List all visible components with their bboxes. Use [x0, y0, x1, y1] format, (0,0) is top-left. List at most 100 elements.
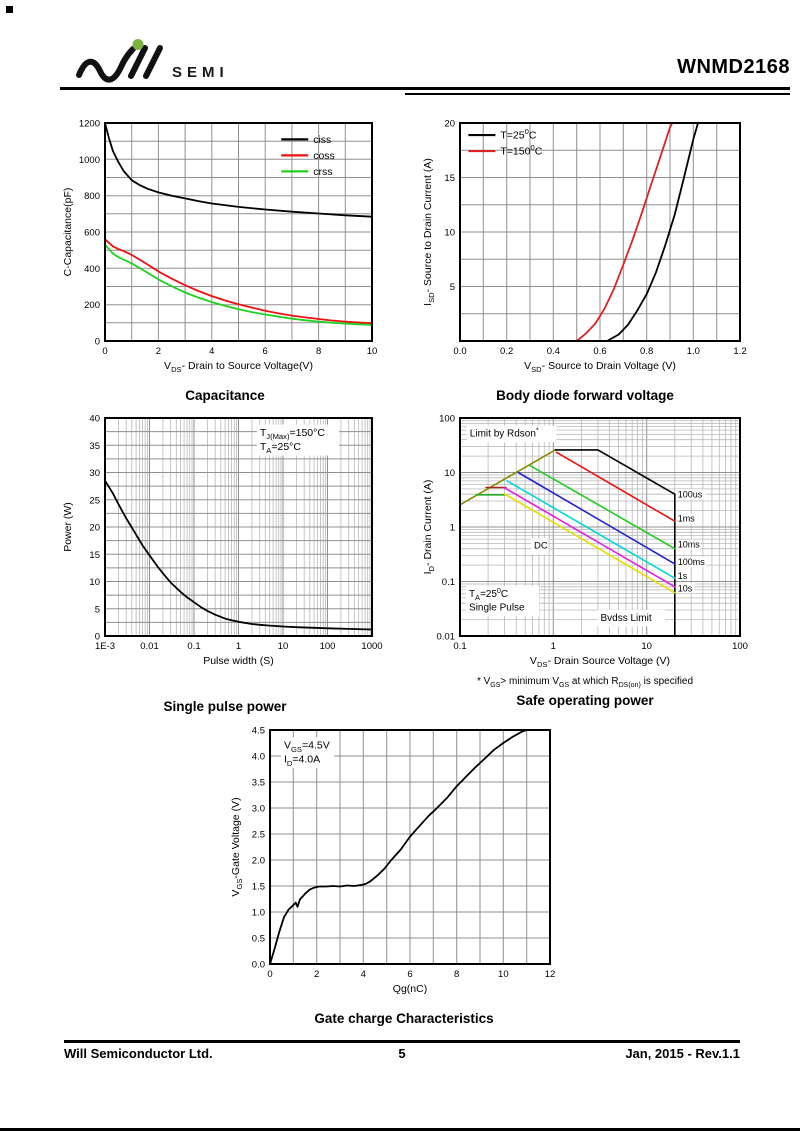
svg-text:C-Capacitance(pF): C-Capacitance(pF) [62, 188, 74, 277]
svg-text:10: 10 [498, 969, 509, 980]
svg-text:0.2: 0.2 [500, 346, 513, 357]
svg-text:Qg(nC): Qg(nC) [393, 983, 427, 995]
svg-text:2: 2 [314, 969, 319, 980]
svg-text:10ms: 10ms [678, 540, 701, 550]
brand-text: SEMI [172, 64, 229, 81]
svg-text:ID- Drain Current (A): ID- Drain Current (A) [422, 480, 436, 575]
svg-text:10: 10 [89, 577, 100, 588]
svg-text:100: 100 [732, 641, 748, 652]
svg-text:VGS-Gate Voltage (V): VGS-Gate Voltage (V) [230, 797, 244, 896]
svg-text:VGS=4.5V: VGS=4.5V [284, 740, 330, 754]
soa-footnote: * VGS> minimum VGS at which RDS(on) is s… [476, 676, 694, 689]
chart-title: Single pulse power [163, 699, 287, 714]
svg-text:1.5: 1.5 [252, 882, 265, 893]
page-footer: Will Semiconductor Ltd. 5 Jan, 2015 - Re… [64, 1040, 740, 1061]
svg-text:100ms: 100ms [678, 557, 706, 567]
svg-text:5: 5 [450, 282, 455, 293]
svg-text:1.2: 1.2 [733, 346, 746, 357]
brand-logo: SEMI [76, 39, 229, 83]
svg-text:VSD- Source to Drain Voltage (: VSD- Source to Drain Voltage (V) [524, 360, 676, 374]
svg-text:1ms: 1ms [678, 514, 696, 524]
svg-text:T=1500C: T=1500C [500, 143, 542, 157]
svg-text:2: 2 [156, 346, 161, 357]
svg-text:25: 25 [89, 495, 100, 506]
svg-text:DC: DC [534, 541, 548, 552]
chart-title: Capacitance [185, 388, 265, 403]
safe-operating-area-plot: 100us 1ms 10ms 100ms 1s 10s Limit by Rdson* TA=… [420, 408, 750, 675]
svg-text:0.1: 0.1 [453, 641, 466, 652]
svg-text:VDS- Drain Source Voltage (V): VDS- Drain Source Voltage (V) [530, 655, 670, 669]
svg-text:0.01: 0.01 [140, 641, 159, 652]
part-number: WNMD2168 [677, 56, 790, 78]
svg-text:4.5: 4.5 [252, 726, 265, 737]
header-rule-secondary [405, 93, 790, 95]
svg-text:10: 10 [444, 228, 455, 239]
single-pulse-power-chart: TJ(Max)=150°C TA=25°C 1E-3 0.01 0.1 1 10 100 100… [60, 408, 390, 715]
svg-text:4: 4 [361, 969, 366, 980]
svg-text:Power (W): Power (W) [62, 502, 74, 552]
svg-text:0.1: 0.1 [442, 577, 455, 588]
body-diode-chart: T=250C T=1500C 0.0 0.2 0.4 0.6 0.8 1.0 1.2 5 10 15 2… [420, 113, 750, 404]
svg-text:100us: 100us [678, 489, 703, 499]
svg-text:0.4: 0.4 [547, 346, 560, 357]
svg-text:200: 200 [84, 300, 100, 311]
svg-text:6: 6 [263, 346, 268, 357]
svg-text:2.0: 2.0 [252, 856, 265, 867]
svg-text:40: 40 [89, 414, 100, 425]
single-pulse-power-plot: TJ(Max)=150°C TA=25°C 1E-3 0.01 0.1 1 10 100 100… [60, 408, 390, 675]
svg-text:VDS- Drain to Source Voltage(V: VDS- Drain to Source Voltage(V) [164, 360, 313, 374]
svg-text:3.0: 3.0 [252, 804, 265, 815]
svg-text:4: 4 [209, 346, 214, 357]
body-diode-plot: T=250C T=1500C 0.0 0.2 0.4 0.6 0.8 1.0 1.2 5 10 15 2… [420, 113, 750, 380]
svg-text:0.6: 0.6 [593, 346, 606, 357]
svg-text:5: 5 [95, 604, 100, 615]
footer-page-number: 5 [398, 1046, 406, 1061]
svg-text:400: 400 [84, 264, 100, 275]
svg-text:1: 1 [450, 523, 455, 534]
svg-text:crss: crss [313, 166, 332, 178]
svg-text:6: 6 [407, 969, 412, 980]
svg-text:12: 12 [545, 969, 556, 980]
svg-text:ISD- Source to Drain Current (: ISD- Source to Drain Current (A) [422, 158, 436, 306]
svg-text:15: 15 [444, 173, 455, 184]
svg-text:TA=25°C: TA=25°C [260, 441, 302, 455]
svg-text:0: 0 [95, 632, 100, 643]
svg-text:600: 600 [84, 228, 100, 239]
chart-title: Gate charge Characteristics [314, 1011, 494, 1026]
svg-text:Limit by Rdson*: Limit by Rdson* [470, 426, 539, 440]
svg-text:0: 0 [102, 346, 107, 357]
svg-text:1000: 1000 [361, 641, 382, 652]
svg-text:10: 10 [641, 641, 652, 652]
svg-text:15: 15 [89, 550, 100, 561]
svg-text:T=250C: T=250C [500, 127, 536, 141]
gate-charge-plot: VGS=4.5V ID=4.0A 0 2 4 6 8 10 12 0.0 0.5 1.0 1.5 2.0 2… [228, 722, 580, 1003]
svg-text:0: 0 [267, 969, 272, 980]
svg-text:4.0: 4.0 [252, 752, 265, 763]
svg-text:0.0: 0.0 [453, 346, 466, 357]
capacitance-chart: ciss coss crss 0 2 4 6 8 10 0 200 400 600 800 1000 1200… [60, 113, 390, 404]
page-corner-mark [6, 6, 13, 13]
svg-text:Bvdss Limit: Bvdss Limit [600, 613, 651, 624]
svg-text:0.0: 0.0 [252, 960, 265, 971]
svg-text:1E-3: 1E-3 [95, 641, 115, 652]
svg-text:Pulse width (S): Pulse width (S) [203, 655, 274, 667]
svg-text:20: 20 [89, 523, 100, 534]
svg-text:3.5: 3.5 [252, 778, 265, 789]
svg-text:100: 100 [320, 641, 336, 652]
svg-text:1: 1 [551, 641, 556, 652]
page-bottom-edge [0, 1128, 800, 1131]
svg-text:ciss: ciss [313, 134, 331, 146]
svg-text:20: 20 [444, 119, 455, 130]
footer-company: Will Semiconductor Ltd. [64, 1046, 213, 1061]
svg-text:0.8: 0.8 [640, 346, 653, 357]
svg-text:10: 10 [278, 641, 289, 652]
svg-text:1.0: 1.0 [252, 908, 265, 919]
svg-text:2.5: 2.5 [252, 830, 265, 841]
capacitance-plot: ciss coss crss 0 2 4 6 8 10 0 200 400 600 800 1000 1200… [60, 113, 390, 380]
svg-text:8: 8 [454, 969, 459, 980]
header-rule [60, 87, 790, 90]
svg-text:1200: 1200 [79, 119, 100, 130]
svg-text:1000: 1000 [79, 155, 100, 166]
svg-text:0: 0 [95, 337, 100, 348]
svg-text:10: 10 [444, 468, 455, 479]
